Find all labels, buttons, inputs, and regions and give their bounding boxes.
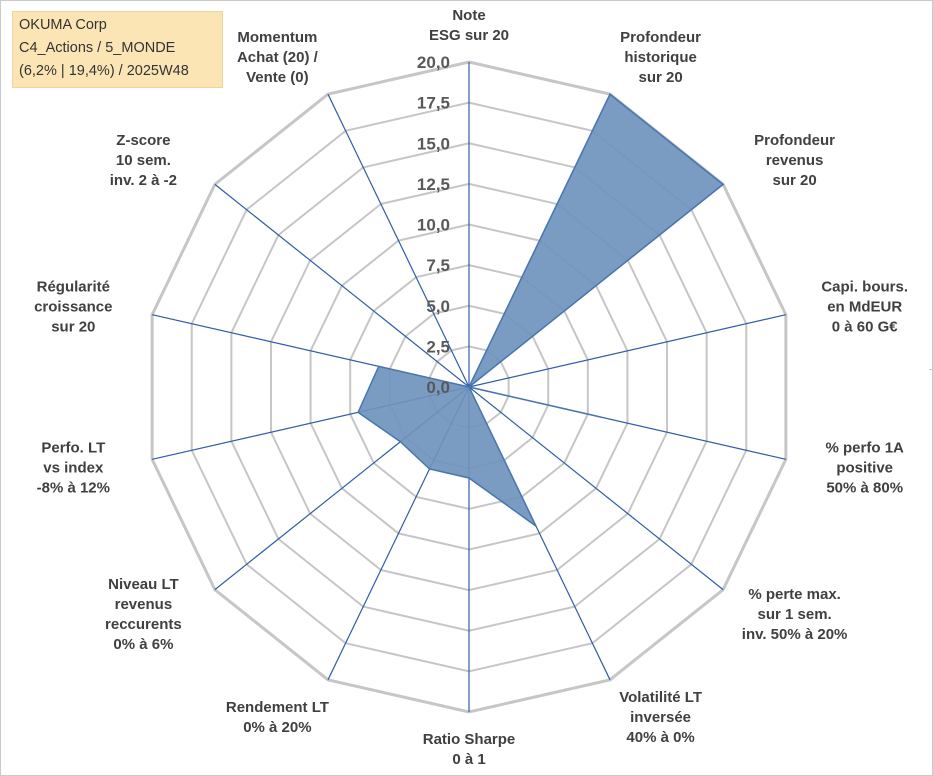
axis-spoke	[468, 386, 724, 591]
axis-label: % perte max. sur 1 sem. inv. 50% à 20%	[742, 586, 848, 643]
data-point	[377, 365, 380, 368]
radar-series	[357, 93, 725, 527]
tick-label: 12,5	[417, 175, 450, 194]
tick-label: 17,5	[417, 94, 450, 113]
tick-label: 5,0	[426, 297, 450, 316]
info-box: OKUMA Corp C4_Actions / 5_MONDE (6,2% | …	[12, 11, 223, 88]
data-point	[468, 386, 470, 388]
data-point	[357, 411, 359, 414]
axis-label: Capi. bours. en MdEUR 0 à 60 G€	[821, 279, 908, 336]
data-point	[399, 440, 402, 443]
axis-label: Régularité croissance sur 20	[34, 279, 112, 336]
axis-label: Momentum Achat (20) / Vente (0)	[237, 29, 319, 86]
portfolio-category: C4_Actions / 5_MONDE	[19, 40, 176, 56]
axis-label: Profondeur historique sur 20	[620, 29, 701, 86]
data-point	[722, 183, 724, 186]
data-point	[428, 468, 431, 470]
tick-label: 2,5	[426, 337, 450, 356]
data-point	[468, 477, 470, 479]
axis-label: Z-score 10 sem. inv. 2 à -2	[110, 132, 177, 189]
axis-label: Niveau LT revenus reccurents 0% à 6%	[105, 576, 182, 653]
tick-label: 15,0	[417, 134, 450, 153]
axis-label: % perfo 1A positive 50% à 80%	[826, 439, 905, 496]
data-point	[609, 93, 611, 95]
radar-axis-labels: Note ESG sur 20 Profondeur historique sur 20…	[34, 7, 908, 768]
tick-label: 7,5	[426, 256, 450, 275]
data-point	[535, 525, 537, 527]
axis-spoke	[468, 314, 786, 388]
frame-edge-mark	[929, 369, 932, 370]
data-point	[599, 416, 602, 418]
radar-tick-labels: 0,0 2,5 5,0 7,5 10,0 12,5 15,0 17,5 20,0	[417, 53, 450, 397]
tick-label: 20,0	[417, 53, 450, 72]
axis-spoke	[214, 183, 470, 388]
axis-label: Volatilité LT inversée 40% à 0%	[619, 689, 702, 746]
axis-label: Profondeur revenus sur 20	[754, 132, 835, 189]
axis-spoke	[327, 93, 470, 388]
axis-label: Ratio Sharpe 0 à 1	[423, 731, 516, 768]
axis-label: Rendement LT 0% à 20%	[226, 699, 329, 736]
axis-label: Perfo. LT vs index -8% à 12%	[37, 439, 110, 496]
tick-label: 0,0	[426, 378, 450, 397]
axis-label: Note ESG sur 20	[429, 7, 509, 44]
ratio-and-week: (6,2% | 19,4%) / 2025W48	[19, 63, 189, 79]
tick-label: 10,0	[417, 216, 450, 235]
company-name: OKUMA Corp	[19, 17, 107, 33]
